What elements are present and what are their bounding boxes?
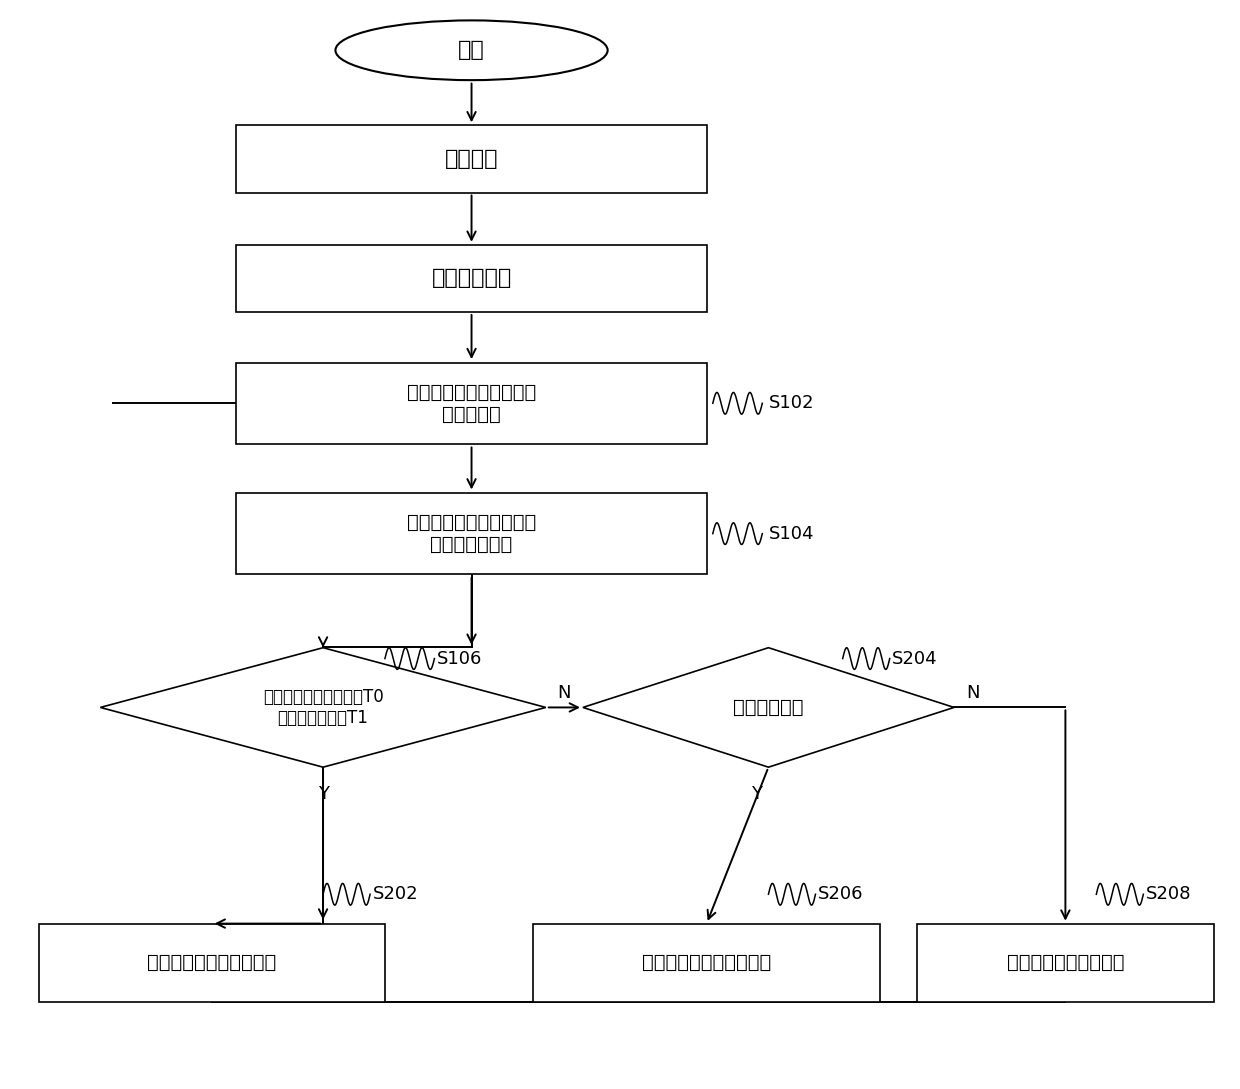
Text: S208: S208 xyxy=(1146,885,1192,903)
Bar xyxy=(237,493,707,574)
Text: 一定频率运转: 一定频率运转 xyxy=(432,268,512,289)
Bar xyxy=(237,125,707,193)
Text: S104: S104 xyxy=(769,525,813,542)
Bar xyxy=(237,245,707,313)
Text: N: N xyxy=(558,684,572,702)
Ellipse shape xyxy=(336,21,608,81)
Text: Y: Y xyxy=(317,785,329,804)
Text: 功率开关器件的温度值T0
大于预设温度值T1: 功率开关器件的温度值T0 大于预设温度值T1 xyxy=(263,688,383,726)
Text: S106: S106 xyxy=(436,649,482,668)
Bar xyxy=(237,363,707,444)
Text: S102: S102 xyxy=(769,394,813,413)
Text: 调节载波频率至第一频率: 调节载波频率至第一频率 xyxy=(148,953,277,972)
Text: S202: S202 xyxy=(372,885,418,903)
Text: 将变频器的载波频率记录
为初始频率: 将变频器的载波频率记录 为初始频率 xyxy=(407,383,536,424)
Polygon shape xyxy=(100,648,546,767)
Text: Y: Y xyxy=(750,785,761,804)
Bar xyxy=(38,923,384,1002)
Text: S206: S206 xyxy=(818,885,863,903)
Text: 检测变频制冷装置中功率
开关器件的温度: 检测变频制冷装置中功率 开关器件的温度 xyxy=(407,513,536,554)
Text: 维持初始频率继续运行: 维持初始频率继续运行 xyxy=(1007,953,1125,972)
Text: S204: S204 xyxy=(893,649,937,668)
Bar xyxy=(916,923,1214,1002)
Polygon shape xyxy=(583,648,954,767)
Text: 调节载波频率至第二频率: 调节载波频率至第二频率 xyxy=(642,953,771,972)
Text: 待机状态: 待机状态 xyxy=(445,149,498,169)
Text: 开始: 开始 xyxy=(458,40,485,60)
Text: N: N xyxy=(966,684,980,702)
Text: 处于能耗模式: 处于能耗模式 xyxy=(733,698,804,717)
Bar xyxy=(533,923,880,1002)
